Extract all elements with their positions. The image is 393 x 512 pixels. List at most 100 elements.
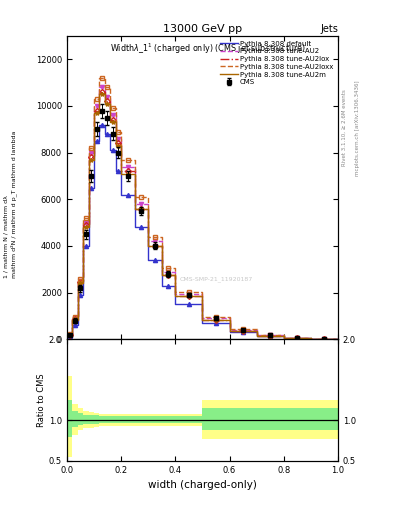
Pythia 8.308 tune-AU2m bbox=[146, 243, 151, 249]
Pythia 8.308 tune-AU2 bbox=[281, 332, 286, 338]
Pythia 8.308 tune-AU2loxx bbox=[103, 75, 107, 81]
Pythia 8.308 default bbox=[146, 224, 151, 230]
Line: Pythia 8.308 tune-AU2loxx: Pythia 8.308 tune-AU2loxx bbox=[67, 78, 338, 339]
Line: Pythia 8.308 tune-AU2m: Pythia 8.308 tune-AU2m bbox=[67, 94, 338, 339]
Pythia 8.308 tune-AU2 bbox=[160, 269, 164, 275]
Pythia 8.308 tune-AU2lox bbox=[108, 117, 112, 123]
Pythia 8.308 tune-AU2 bbox=[113, 136, 118, 142]
Pythia 8.308 tune-AU2lox bbox=[160, 243, 164, 249]
Pythia 8.308 tune-AU2loxx bbox=[92, 145, 96, 151]
Legend: Pythia 8.308 default, Pythia 8.308 tune-AU2, Pythia 8.308 tune-AU2lox, Pythia 8.: Pythia 8.308 default, Pythia 8.308 tune-… bbox=[219, 39, 334, 87]
Pythia 8.308 tune-AU2m bbox=[309, 335, 313, 341]
Pythia 8.308 tune-AU2 bbox=[227, 327, 232, 333]
Pythia 8.308 default bbox=[254, 329, 259, 335]
Pythia 8.308 tune-AU2lox bbox=[309, 336, 313, 342]
Pythia 8.308 default bbox=[227, 320, 232, 326]
Pythia 8.308 tune-AU2lox bbox=[86, 222, 91, 228]
Pythia 8.308 default bbox=[92, 184, 96, 190]
Pythia 8.308 default bbox=[119, 168, 123, 175]
Pythia 8.308 tune-AU2 bbox=[103, 94, 107, 100]
Pythia 8.308 tune-AU2lox bbox=[86, 154, 91, 160]
Pythia 8.308 tune-AU2loxx bbox=[200, 314, 205, 321]
Pythia 8.308 tune-AU2loxx bbox=[119, 129, 123, 135]
Line: Pythia 8.308 default: Pythia 8.308 default bbox=[67, 124, 338, 339]
Pythia 8.308 tune-AU2lox bbox=[227, 316, 232, 323]
Pythia 8.308 default bbox=[281, 335, 286, 341]
Pythia 8.308 tune-AU2lox bbox=[200, 316, 205, 323]
Pythia 8.308 tune-AU2loxx bbox=[336, 336, 340, 342]
Pythia 8.308 tune-AU2m bbox=[173, 272, 178, 278]
Pythia 8.308 tune-AU2lox bbox=[254, 333, 259, 339]
Text: Jets: Jets bbox=[320, 25, 338, 34]
Pythia 8.308 tune-AU2 bbox=[254, 332, 259, 338]
Pythia 8.308 tune-AU2lox bbox=[97, 89, 102, 95]
Pythia 8.308 default bbox=[281, 333, 286, 339]
Pythia 8.308 tune-AU2loxx bbox=[254, 326, 259, 332]
Pythia 8.308 tune-AU2lox bbox=[92, 154, 96, 160]
Text: 1 / mathrm N / mathrm dλ
mathrm d²N / mathrm d p_T mathrm d lambda: 1 / mathrm N / mathrm dλ mathrm d²N / ma… bbox=[4, 131, 17, 279]
X-axis label: width (charged-only): width (charged-only) bbox=[148, 480, 257, 490]
Pythia 8.308 default bbox=[227, 329, 232, 335]
Pythia 8.308 default bbox=[132, 191, 137, 198]
Pythia 8.308 tune-AU2 bbox=[70, 332, 75, 338]
Pythia 8.308 tune-AU2loxx bbox=[119, 157, 123, 163]
Pythia 8.308 default bbox=[200, 301, 205, 307]
Pythia 8.308 tune-AU2m bbox=[119, 170, 123, 177]
Pythia 8.308 tune-AU2lox bbox=[92, 108, 96, 114]
Pythia 8.308 default bbox=[132, 224, 137, 230]
Pythia 8.308 default bbox=[81, 243, 85, 249]
Pythia 8.308 tune-AU2lox bbox=[146, 205, 151, 211]
Pythia 8.308 default bbox=[97, 138, 102, 144]
Pythia 8.308 tune-AU2loxx bbox=[160, 265, 164, 271]
Pythia 8.308 tune-AU2lox bbox=[81, 222, 85, 228]
Pythia 8.308 default bbox=[146, 257, 151, 263]
Pythia 8.308 default bbox=[103, 121, 107, 127]
Pythia 8.308 tune-AU2m bbox=[75, 316, 80, 323]
Pythia 8.308 tune-AU2m bbox=[81, 280, 85, 286]
Pythia 8.308 tune-AU2m bbox=[200, 316, 205, 323]
Pythia 8.308 tune-AU2 bbox=[119, 136, 123, 142]
Pythia 8.308 default bbox=[108, 147, 112, 153]
Pythia 8.308 tune-AU2 bbox=[108, 94, 112, 100]
Pythia 8.308 tune-AU2m bbox=[86, 224, 91, 230]
Pythia 8.308 tune-AU2loxx bbox=[97, 75, 102, 81]
Pythia 8.308 default bbox=[81, 292, 85, 298]
Pythia 8.308 tune-AU2lox bbox=[97, 108, 102, 114]
Pythia 8.308 tune-AU2 bbox=[75, 315, 80, 322]
Pythia 8.308 tune-AU2loxx bbox=[70, 331, 75, 337]
Pythia 8.308 tune-AU2loxx bbox=[75, 314, 80, 321]
Pythia 8.308 tune-AU2m bbox=[108, 100, 112, 106]
Pythia 8.308 default bbox=[103, 131, 107, 137]
Pythia 8.308 default bbox=[75, 292, 80, 298]
Pythia 8.308 tune-AU2m bbox=[64, 332, 69, 338]
Pythia 8.308 tune-AU2m bbox=[281, 335, 286, 341]
Pythia 8.308 tune-AU2m bbox=[146, 205, 151, 211]
Pythia 8.308 tune-AU2 bbox=[173, 291, 178, 297]
Pythia 8.308 tune-AU2m bbox=[113, 142, 118, 148]
Pythia 8.308 tune-AU2lox bbox=[254, 328, 259, 334]
Pythia 8.308 default bbox=[86, 243, 91, 249]
Pythia 8.308 tune-AU2loxx bbox=[132, 194, 137, 200]
Pythia 8.308 tune-AU2m bbox=[254, 328, 259, 334]
Pythia 8.308 tune-AU2loxx bbox=[146, 194, 151, 200]
Pythia 8.308 tune-AU2loxx bbox=[146, 233, 151, 240]
Pythia 8.308 tune-AU2lox bbox=[119, 168, 123, 175]
Pythia 8.308 tune-AU2 bbox=[146, 238, 151, 244]
Pythia 8.308 tune-AU2 bbox=[336, 336, 340, 342]
Pythia 8.308 tune-AU2m bbox=[97, 110, 102, 116]
Pythia 8.308 tune-AU2m bbox=[92, 157, 96, 163]
Pythia 8.308 tune-AU2 bbox=[132, 201, 137, 207]
Pythia 8.308 default bbox=[113, 168, 118, 175]
Pythia 8.308 tune-AU2 bbox=[200, 291, 205, 297]
Pythia 8.308 default bbox=[70, 322, 75, 328]
Pythia 8.308 tune-AU2 bbox=[75, 278, 80, 284]
Pythia 8.308 tune-AU2lox bbox=[75, 316, 80, 322]
Pythia 8.308 tune-AU2m bbox=[113, 119, 118, 125]
Pythia 8.308 tune-AU2lox bbox=[309, 335, 313, 341]
Pythia 8.308 tune-AU2m bbox=[103, 100, 107, 106]
Pythia 8.308 tune-AU2lox bbox=[281, 335, 286, 341]
Pythia 8.308 tune-AU2 bbox=[227, 315, 232, 322]
Pythia 8.308 tune-AU2lox bbox=[173, 272, 178, 278]
Pythia 8.308 tune-AU2 bbox=[108, 112, 112, 118]
Pythia 8.308 tune-AU2m bbox=[108, 119, 112, 125]
